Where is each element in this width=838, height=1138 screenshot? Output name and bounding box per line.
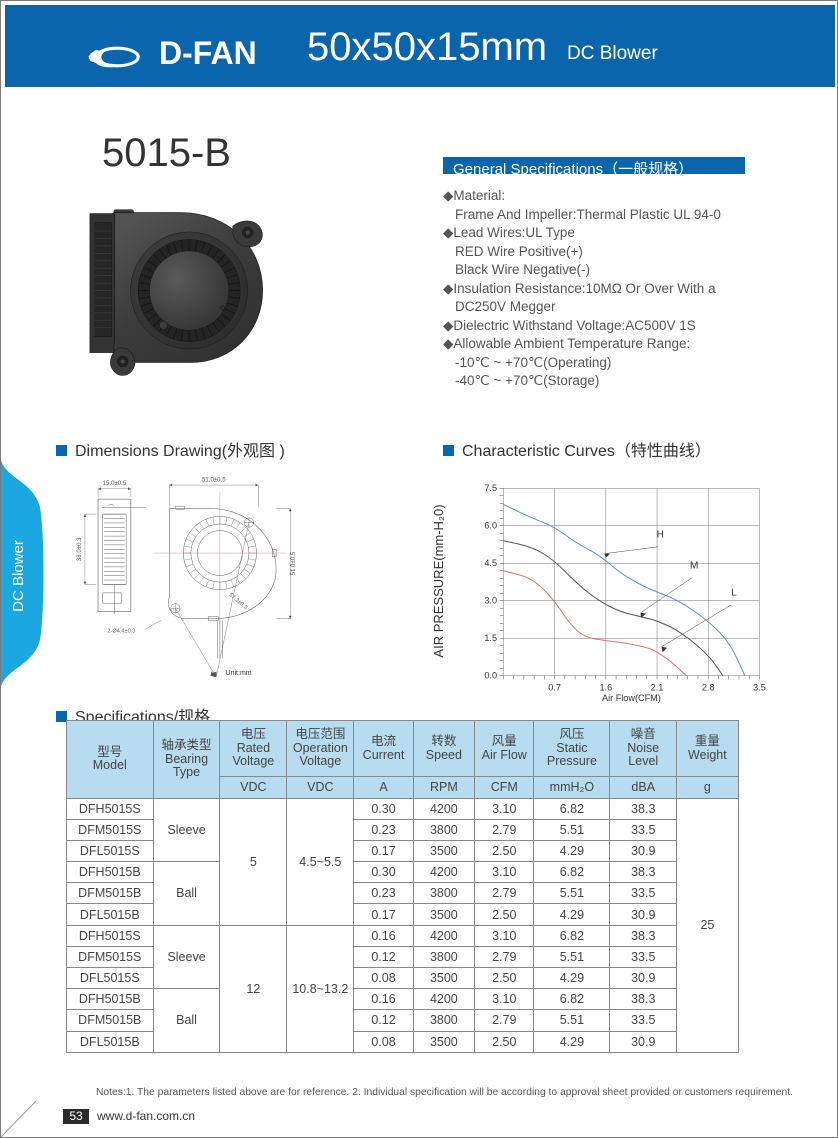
svg-text:4.5: 4.5 bbox=[484, 558, 497, 568]
svg-text:51.0±0.5: 51.0±0.5 bbox=[202, 476, 226, 483]
svg-text:38.0±0.3: 38.0±0.3 bbox=[76, 537, 83, 561]
svg-text:1.6: 1.6 bbox=[599, 682, 612, 692]
svg-text:2-Ø4.4±0.3: 2-Ø4.4±0.3 bbox=[107, 629, 135, 635]
svg-text:H: H bbox=[657, 530, 664, 541]
svg-text:3.0: 3.0 bbox=[484, 595, 497, 605]
svg-text:M: M bbox=[690, 561, 698, 572]
svg-text:DC Blower: DC Blower bbox=[10, 540, 27, 612]
svg-text:Air Flow(CFM): Air Flow(CFM) bbox=[602, 693, 661, 703]
svg-text:3.5: 3.5 bbox=[753, 682, 766, 692]
svg-text:51.0±0.5: 51.0±0.5 bbox=[290, 551, 297, 575]
svg-text:1.5: 1.5 bbox=[484, 633, 497, 643]
svg-text:0.7: 0.7 bbox=[548, 682, 561, 692]
svg-text:2.1: 2.1 bbox=[651, 682, 664, 692]
svg-text:7.5: 7.5 bbox=[484, 483, 497, 493]
svg-text:2.8: 2.8 bbox=[702, 682, 715, 692]
svg-text:15.0±0.5: 15.0±0.5 bbox=[103, 480, 127, 487]
svg-text:0.0: 0.0 bbox=[484, 670, 497, 680]
svg-text:6.0: 6.0 bbox=[484, 521, 497, 531]
svg-text:L: L bbox=[731, 588, 737, 599]
svg-text:Unit:mm: Unit:mm bbox=[226, 670, 252, 677]
